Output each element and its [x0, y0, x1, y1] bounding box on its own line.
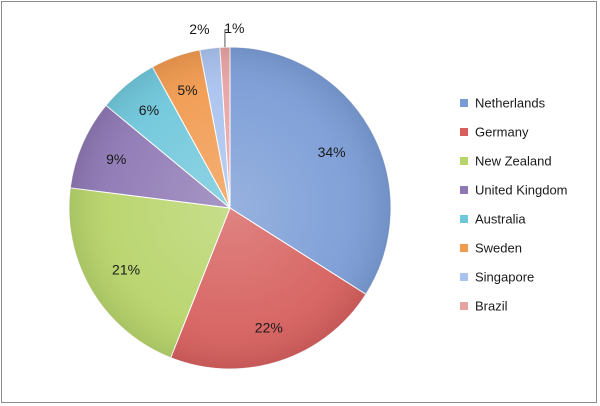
legend-swatch-brazil [460, 302, 468, 310]
slice-label-germany: 22% [255, 319, 283, 335]
leader-lines [224, 29, 229, 48]
legend-label-singapore: Singapore [475, 270, 534, 285]
slice-labels: 34% 22% 21% 9% 6% 5% 2% 1% [106, 20, 345, 336]
legend: Netherlands Germany New Zealand United King… [460, 96, 568, 314]
legend-label-brazil: Brazil [475, 299, 508, 314]
slice-label-new-zealand: 21% [112, 261, 140, 277]
slice-label-singapore: 2% [189, 21, 209, 37]
slice-label-australia: 6% [139, 102, 159, 118]
legend-swatch-singapore [460, 273, 468, 281]
legend-swatch-netherlands [460, 99, 468, 107]
legend-swatch-united-kingdom [460, 186, 468, 194]
leader-line-brazil [224, 29, 229, 48]
slice-label-netherlands: 34% [318, 144, 346, 160]
legend-swatch-new-zealand [460, 157, 468, 165]
legend-label-sweden: Sweden [475, 241, 522, 256]
legend-label-australia: Australia [475, 212, 526, 227]
slice-label-brazil: 1% [224, 20, 244, 36]
legend-label-new-zealand: New Zealand [475, 154, 552, 169]
legend-swatch-sweden [460, 244, 468, 252]
legend-label-netherlands: Netherlands [475, 96, 546, 111]
legend-swatch-germany [460, 128, 468, 136]
legend-label-germany: Germany [475, 125, 529, 140]
pie-slices [68, 46, 392, 370]
slice-label-united-kingdom: 9% [106, 151, 126, 167]
legend-label-united-kingdom: United Kingdom [475, 183, 568, 198]
slice-label-sweden: 5% [177, 82, 197, 98]
legend-swatch-australia [460, 215, 468, 223]
